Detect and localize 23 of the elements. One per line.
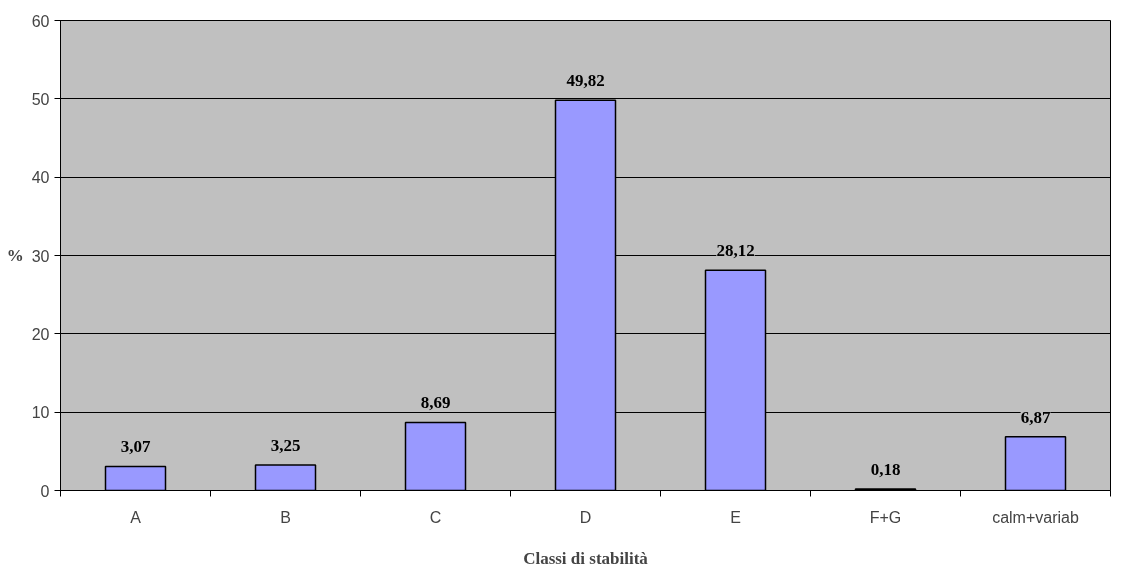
y-tick-label: 50 [31,90,50,108]
x-tick-label: D [579,508,592,526]
data-label: 3,07 [120,437,151,457]
x-tick-label: F+G [869,508,902,526]
data-label: 8,69 [420,393,451,413]
data-label: 49,82 [566,71,605,91]
y-tick-label: 60 [31,12,50,30]
x-tick-label: calm+variab [992,508,1079,526]
data-label: 28,12 [716,241,755,261]
y-tick-label: 0 [40,482,50,500]
data-label: 6,87 [1020,407,1051,427]
y-axis-title: % [6,246,24,265]
data-label: 3,25 [270,436,301,456]
x-tick-label: C [429,508,442,526]
x-axis-title: Classi di stabilità [523,548,649,568]
y-tick-label: 10 [31,404,50,422]
y-tick-label: 20 [31,325,50,343]
x-tick-label: B [280,508,291,526]
y-tick-label: 40 [31,169,50,187]
x-tick-label: A [130,508,142,526]
data-label: 0,18 [870,460,901,480]
y-tick-label: 30 [31,247,50,265]
x-tick-label: E [730,508,741,526]
